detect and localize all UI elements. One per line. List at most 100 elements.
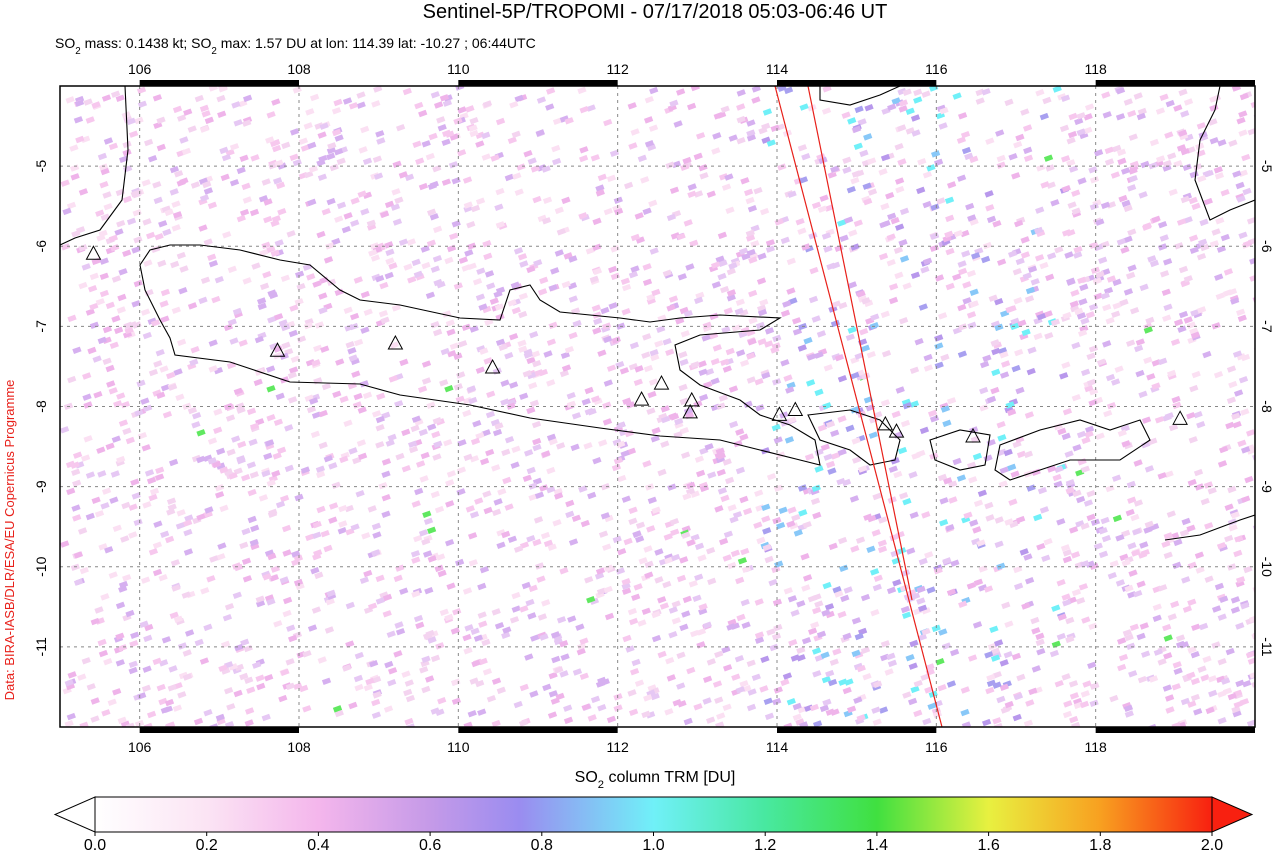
so2-pixel — [1066, 278, 1076, 286]
so2-pixel — [273, 345, 283, 353]
so2-pixel — [519, 541, 530, 549]
so2-pixel — [1031, 627, 1041, 635]
so2-pixel — [399, 587, 409, 595]
so2-pixel — [666, 304, 676, 312]
so2-pixel — [291, 550, 301, 558]
so2-pixel — [463, 205, 473, 213]
so2-pixel — [1251, 680, 1255, 688]
so2-pixel — [981, 88, 991, 96]
so2-pixel — [821, 107, 832, 115]
swath-edge — [807, 86, 913, 601]
x-tick-label: 116 — [925, 739, 948, 755]
so2-pixel — [1014, 582, 1024, 591]
so2-pixel — [1187, 598, 1197, 606]
so2-pixel — [909, 366, 920, 374]
so2-pixel — [1230, 297, 1240, 305]
so2-pixel — [1167, 152, 1177, 160]
so2-pixel — [214, 484, 225, 492]
so2-pixel — [642, 278, 653, 286]
so2-pixel — [1070, 551, 1081, 559]
so2-pixel — [169, 458, 179, 467]
so2-pixel — [321, 207, 331, 216]
so2-pixel — [988, 294, 998, 302]
so2-pixel — [1193, 708, 1203, 716]
so2-pixel — [727, 504, 737, 512]
so2-pixel — [1227, 692, 1237, 701]
so2-pixel — [426, 401, 436, 409]
so2-pixel — [671, 600, 681, 608]
so2-pixel — [1186, 321, 1197, 329]
so2-pixel — [71, 230, 81, 238]
so2-pixel — [707, 577, 717, 586]
so2-pixel — [621, 307, 631, 316]
so2-pixel — [226, 703, 236, 711]
so2-pixel — [894, 223, 905, 231]
so2-pixel — [641, 710, 651, 719]
so2-pixel — [177, 338, 187, 347]
so2-pixel — [532, 443, 542, 452]
so2-pixel — [926, 586, 936, 594]
so2-pixel — [710, 357, 720, 366]
so2-pixel — [1043, 154, 1054, 162]
so2-pixel — [295, 582, 305, 591]
so2-pixel — [718, 259, 728, 267]
so2-pixel — [373, 86, 383, 93]
so2-pixel — [844, 216, 854, 224]
so2-pixel — [296, 335, 307, 343]
so2-pixel — [260, 282, 270, 291]
so2-pixel — [249, 208, 260, 217]
so2-pixel — [787, 506, 797, 514]
so2-pixel — [814, 351, 824, 359]
so2-pixel — [440, 347, 450, 356]
so2-pixel — [771, 632, 782, 641]
so2-pixel — [141, 576, 151, 584]
so2-pixel — [916, 449, 926, 458]
so2-pixel — [507, 299, 517, 307]
so2-pixel — [1189, 384, 1199, 393]
so2-pixel — [924, 686, 934, 694]
so2-pixel — [372, 675, 382, 684]
so2-pixel — [905, 127, 915, 135]
so2-pixel — [232, 591, 242, 599]
so2-pixel — [1191, 623, 1201, 631]
so2-pixel — [479, 565, 490, 574]
so2-pixel — [945, 282, 955, 291]
so2-pixel — [100, 502, 110, 510]
so2-pixel — [861, 372, 871, 380]
so2-pixel — [285, 658, 295, 666]
so2-pixel — [304, 170, 314, 179]
so2-pixel — [475, 197, 486, 205]
so2-pixel — [323, 454, 333, 463]
so2-pixel — [253, 378, 263, 387]
so2-pixel — [215, 713, 225, 722]
so2-pixel — [1249, 257, 1255, 265]
so2-pixel — [1021, 328, 1031, 337]
so2-pixel — [110, 470, 120, 478]
so2-pixel — [146, 476, 157, 485]
so2-pixel — [728, 262, 738, 270]
so2-pixel — [1109, 694, 1119, 703]
so2-pixel — [473, 634, 484, 642]
so2-pixel — [132, 208, 142, 217]
so2-pixel — [921, 628, 931, 636]
so2-pixel — [240, 208, 250, 217]
so2-pixel — [1025, 699, 1035, 707]
so2-pixel — [372, 531, 382, 539]
so2-pixel — [1056, 632, 1066, 641]
so2-pixel — [960, 686, 970, 694]
so2-pixel — [867, 514, 877, 523]
so2-pixel — [1109, 560, 1119, 568]
so2-pixel — [1004, 700, 1014, 709]
so2-pixel — [99, 257, 109, 265]
so2-pixel — [129, 639, 139, 648]
so2-pixel — [312, 280, 322, 288]
so2-pixel — [142, 331, 152, 340]
so2-pixel — [886, 652, 896, 661]
so2-pixel — [689, 239, 699, 248]
so2-pixel — [846, 185, 856, 194]
so2-pixel — [141, 684, 152, 693]
so2-pixel — [696, 469, 706, 478]
so2-pixel — [96, 234, 106, 242]
so2-pixel — [576, 647, 586, 656]
so2-pixel — [755, 321, 766, 330]
